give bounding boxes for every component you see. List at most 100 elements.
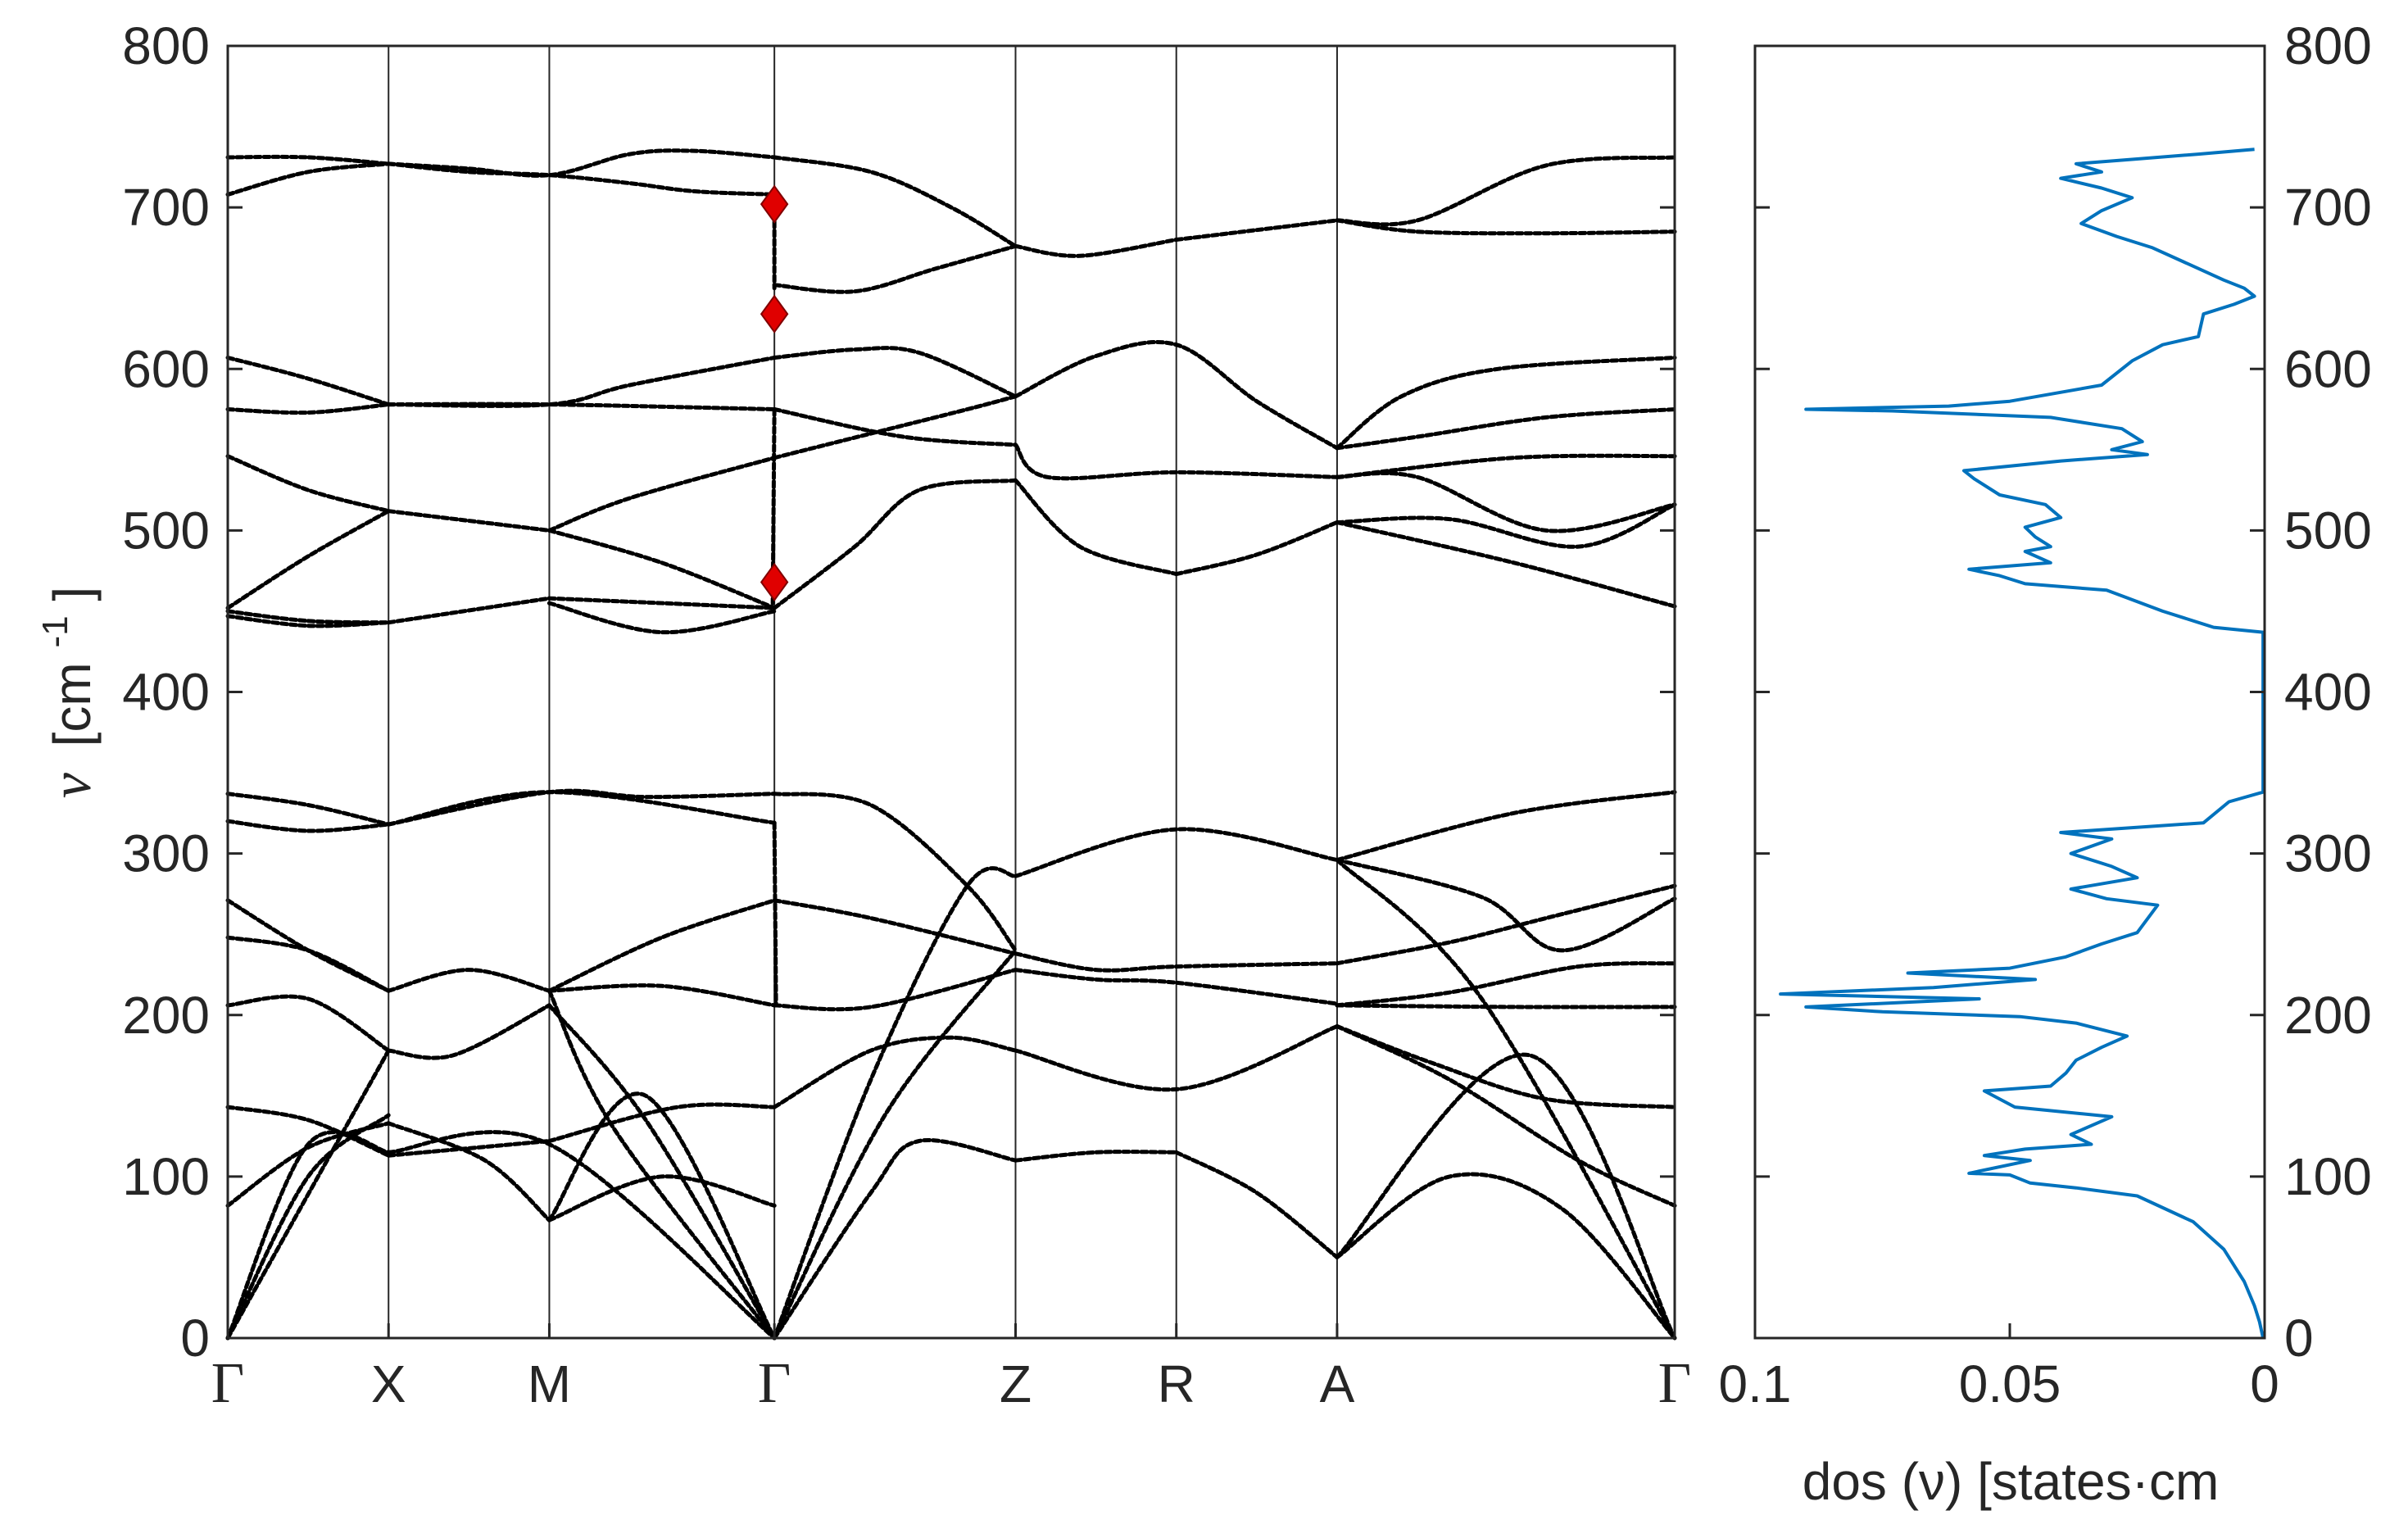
- band-line: [386, 148, 777, 178]
- band-line: [546, 1174, 777, 1223]
- red-diamond-marker: [760, 184, 789, 224]
- dos-x-tick-label: 0: [2250, 1354, 2279, 1413]
- y-tick-label: 600: [122, 339, 210, 398]
- band-line: [386, 1139, 551, 1158]
- dos-series-line: [1779, 147, 2265, 1339]
- dos-y-tick-label: 600: [2284, 339, 2372, 398]
- band-line: [225, 935, 391, 993]
- y-tick-label: 800: [122, 16, 210, 75]
- dos-y-tick-label: 300: [2284, 824, 2372, 883]
- x-tick-label: Γ: [211, 1352, 244, 1415]
- band-line: [546, 456, 777, 533]
- band-line: [772, 155, 1018, 248]
- ylabel-close: ]: [43, 587, 102, 601]
- band-line: [1014, 340, 1340, 451]
- band-line: [1335, 1052, 1677, 1341]
- band-line: [1335, 356, 1677, 451]
- red-diamond-marker: [760, 294, 789, 333]
- band-line: [1335, 502, 1677, 549]
- band-line: [386, 356, 777, 408]
- band-line: [225, 1105, 391, 1158]
- band-line: [1335, 961, 1677, 1008]
- band-line: [772, 866, 1018, 1341]
- band-line: [772, 898, 1018, 956]
- band-line: [772, 407, 1018, 447]
- band-line: [1335, 520, 1677, 609]
- band-line: [225, 402, 391, 415]
- dos-y-tick-label: 400: [2284, 663, 2372, 722]
- band-line: [225, 792, 391, 827]
- y-tick-label: 200: [122, 986, 210, 1045]
- band-line: [772, 820, 778, 1008]
- ylabel-exponent: -1: [35, 615, 75, 647]
- band-line: [1014, 1150, 1179, 1163]
- y-tick-label: 300: [122, 824, 210, 883]
- band-line: [386, 788, 777, 827]
- band-line: [225, 161, 391, 197]
- band-line: [386, 790, 777, 827]
- band-line: [225, 1113, 391, 1341]
- band-lines: [225, 148, 1677, 1341]
- band-line: [1014, 238, 1179, 258]
- y-tick-label: 400: [122, 663, 210, 722]
- band-line: [1335, 883, 1677, 966]
- x-tick-label: R: [1158, 1354, 1195, 1413]
- x-tick-label: X: [371, 1354, 406, 1413]
- band-line: [225, 454, 391, 514]
- high-symmetry-lines: [388, 46, 1338, 1338]
- band-line: [772, 792, 1018, 953]
- band-line: [1335, 1024, 1677, 1208]
- band-line: [546, 1091, 777, 1341]
- band-line: [386, 596, 551, 625]
- band-line: [1174, 1150, 1340, 1259]
- band-line: [546, 528, 777, 610]
- dos-x-tick-label: 0.05: [1959, 1354, 2061, 1413]
- dispersion-y-ticks: 0 100 200 300 400 500 600 700 800: [122, 16, 1675, 1368]
- band-line: [1335, 790, 1677, 862]
- band-line: [386, 968, 551, 993]
- band-line: [225, 1130, 391, 1341]
- band-line: [772, 948, 1018, 1341]
- band-line: [386, 1121, 551, 1223]
- red-markers: [760, 184, 789, 602]
- band-line: [1014, 478, 1179, 577]
- band-line: [546, 1102, 777, 1143]
- x-tick-label: M: [528, 1354, 571, 1413]
- y-tick-label: 700: [122, 178, 210, 237]
- dos-x-axis-label: dos (ν) [states·cm: [1803, 1452, 2220, 1511]
- band-line: [546, 1003, 777, 1341]
- band-line: [386, 509, 551, 533]
- dos-y-tick-label: 800: [2284, 16, 2372, 75]
- band-line: [225, 819, 391, 833]
- red-diamond-marker: [760, 562, 789, 602]
- band-line: [546, 596, 777, 610]
- band-line: [1335, 471, 1677, 533]
- dos-x-ticks: 0.1 0.05 0: [1719, 1323, 2279, 1413]
- band-line: [1174, 520, 1340, 577]
- band-line: [772, 243, 1018, 294]
- x-tick-label: Z: [1000, 1354, 1032, 1413]
- dos-y-tick-label: 100: [2284, 1147, 2372, 1206]
- band-line: [1335, 155, 1677, 227]
- band-line: [225, 994, 391, 1053]
- band-line: [1014, 1024, 1340, 1092]
- band-line: [772, 478, 1018, 610]
- band-line: [1335, 858, 1677, 1341]
- band-line: [772, 1035, 1018, 1109]
- ylabel-unit: [cm: [43, 662, 102, 746]
- band-line: [1335, 1172, 1677, 1341]
- phonon-dispersion-panel: 0 100 200 300 400 500 600 700 800 Γ X M Γ Z R A Γ ν [cm…: [35, 16, 1691, 1415]
- x-tick-label: Γ: [758, 1352, 791, 1415]
- band-line: [772, 1138, 1018, 1341]
- band-line: [225, 356, 391, 407]
- dos-y-tick-label: 700: [2284, 178, 2372, 237]
- band-line: [546, 601, 777, 635]
- band-line: [1335, 407, 1677, 451]
- band-line: [772, 394, 1018, 460]
- band-line: [225, 1048, 391, 1341]
- dos-plot-frame: [1753, 44, 2266, 1340]
- dos-panel: 0 100 200 300 400 500 600 700 800 0.1 0.05 0 dos (…: [1719, 16, 2372, 1511]
- dos-y-tick-label: 0: [2284, 1309, 2314, 1368]
